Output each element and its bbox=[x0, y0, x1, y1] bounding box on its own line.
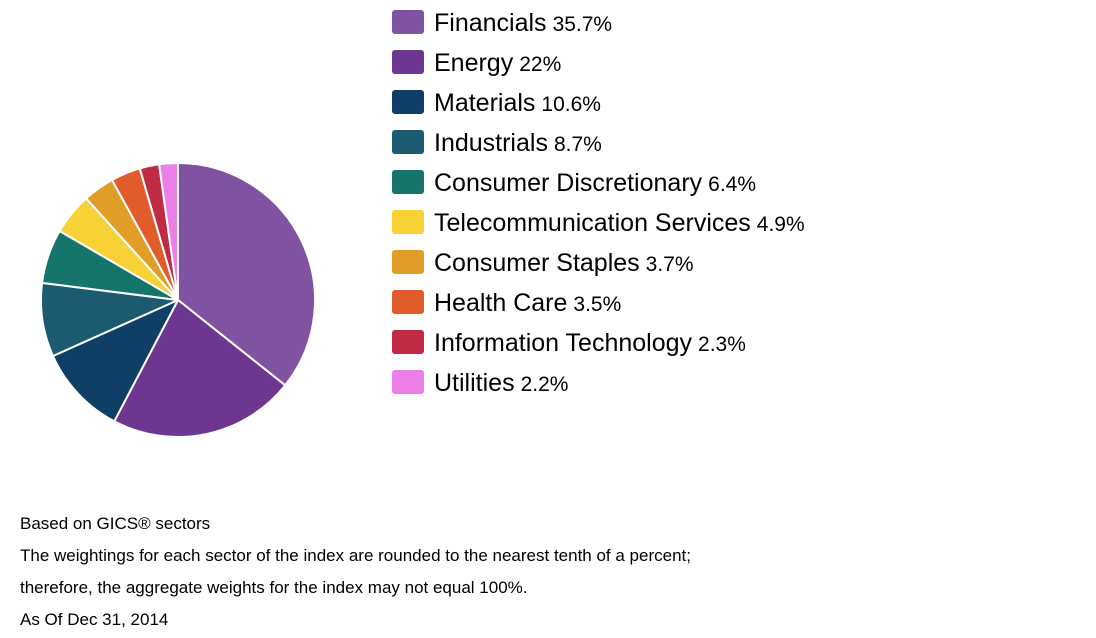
legend-item-energy: Energy 22% bbox=[392, 50, 805, 90]
legend-swatch bbox=[392, 330, 424, 354]
legend-swatch bbox=[392, 170, 424, 194]
legend-item-financials: Financials 35.7% bbox=[392, 10, 805, 50]
note-as-of-date: As Of Dec 31, 2014 bbox=[20, 610, 169, 629]
legend-label: Consumer Discretionary bbox=[434, 169, 703, 197]
legend-value: 35.7% bbox=[552, 13, 613, 36]
sector-pie-chart bbox=[40, 162, 316, 439]
legend-value: 4.9% bbox=[756, 213, 805, 236]
legend-label: Energy bbox=[434, 49, 514, 77]
legend-label: Materials bbox=[434, 89, 536, 117]
pie-slice-financials bbox=[177, 162, 316, 387]
note-gics-sectors: Based on GICS® sectors bbox=[20, 514, 211, 533]
legend-item-materials: Materials 10.6% bbox=[392, 90, 805, 130]
legend-item-consumer-discretionary: Consumer Discretionary 6.4% bbox=[392, 170, 805, 210]
footnotes: Based on GICS® sectors The weightings fo… bbox=[20, 510, 691, 638]
legend-value: 6.4% bbox=[708, 173, 757, 196]
legend-swatch bbox=[392, 370, 424, 394]
chart-legend: Financials 35.7% Energy 22% Materials 10… bbox=[392, 10, 805, 410]
legend-value: 2.2% bbox=[520, 373, 569, 396]
legend-label: Information Technology bbox=[434, 329, 693, 357]
legend-swatch bbox=[392, 90, 424, 114]
legend-value: 22% bbox=[519, 53, 562, 76]
legend-swatch bbox=[392, 50, 424, 74]
pie-slice-materials bbox=[51, 299, 179, 423]
note-aggregate-weights: therefore, the aggregate weights for the… bbox=[20, 578, 528, 597]
legend-swatch bbox=[392, 210, 424, 234]
legend-swatch bbox=[392, 290, 424, 314]
legend-swatch bbox=[392, 10, 424, 34]
legend-item-industrials: Industrials 8.7% bbox=[392, 130, 805, 170]
legend-value: 10.6% bbox=[541, 93, 601, 116]
legend-label: Consumer Staples bbox=[434, 249, 640, 277]
legend-value: 8.7% bbox=[553, 133, 602, 156]
legend-item-consumer-staples: Consumer Staples 3.7% bbox=[392, 250, 805, 290]
legend-swatch bbox=[392, 250, 424, 274]
legend-item-telecommunication-services: Telecommunication Services 4.9% bbox=[392, 210, 805, 250]
legend-label: Industrials bbox=[434, 129, 548, 157]
legend-swatch bbox=[392, 130, 424, 154]
legend-label: Telecommunication Services bbox=[434, 209, 751, 237]
legend-value: 3.5% bbox=[573, 293, 622, 316]
pie-slice-utilities bbox=[158, 162, 179, 301]
legend-value: 3.7% bbox=[645, 253, 694, 276]
legend-item-utilities: Utilities 2.2% bbox=[392, 370, 805, 410]
legend-item-information-technology: Information Technology 2.3% bbox=[392, 330, 805, 370]
note-rounding: The weightings for each sector of the in… bbox=[20, 546, 691, 565]
pie-slice-energy bbox=[113, 299, 287, 439]
legend-label: Utilities bbox=[434, 369, 515, 397]
legend-label: Financials bbox=[434, 9, 547, 37]
legend-value: 2.3% bbox=[698, 333, 746, 356]
legend-label: Health Care bbox=[434, 289, 568, 317]
legend-item-health-care: Health Care 3.5% bbox=[392, 290, 805, 330]
